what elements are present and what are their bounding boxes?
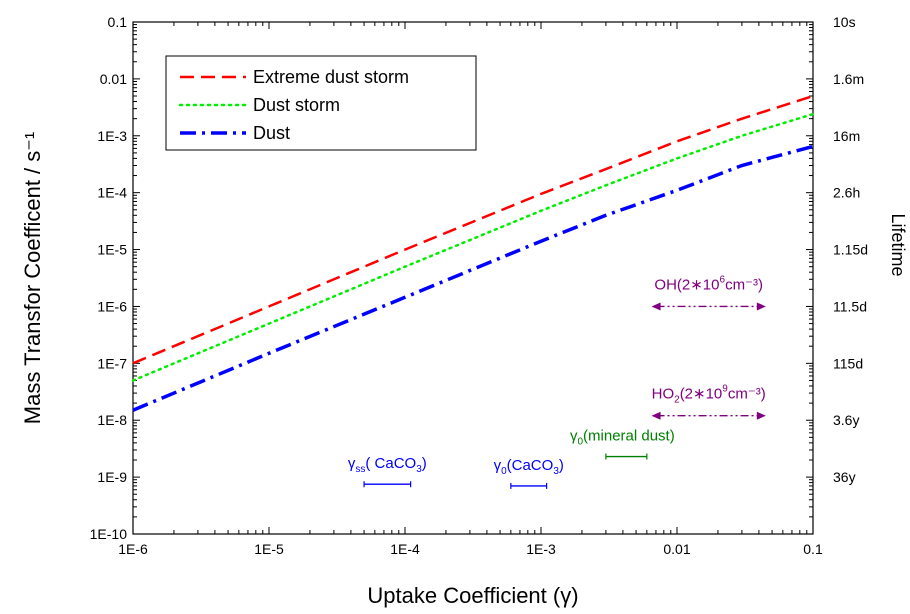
y2-tick-label: 2.6h xyxy=(833,185,860,201)
series-lines xyxy=(131,94,815,412)
annotation-label: γss( CaCO3) xyxy=(348,455,427,475)
annotations: OH(2∗106cm⁻³) HO2(2∗109cm⁻³) γss( CaCO3) γ0… xyxy=(348,274,766,489)
arrow-head xyxy=(651,302,661,311)
arrow-head xyxy=(756,411,766,420)
series-line xyxy=(132,94,814,365)
arrow-head xyxy=(756,302,766,311)
y2-tick-label: 16m xyxy=(833,128,860,144)
y2-tick-label: 11.5d xyxy=(833,298,867,314)
annotation-label: HO2(2∗109cm⁻³) xyxy=(652,384,766,406)
annotation-label: OH(2∗106cm⁻³) xyxy=(654,274,763,293)
y-tick-label: 0.01 xyxy=(100,71,127,87)
y-tick-label: 1E-5 xyxy=(97,242,127,258)
legend: Extreme dust storm Dust storm Dust xyxy=(165,55,477,151)
y2-tick-label: 3.6y xyxy=(833,412,859,428)
annotation-label: γ0(mineral dust) xyxy=(570,428,675,448)
y2-tick-label: 36y xyxy=(833,469,856,485)
y2-tick-label: 10s xyxy=(833,14,856,30)
tick-marks xyxy=(132,21,814,535)
y-tick-label: 1E-7 xyxy=(97,355,127,371)
y-tick-label: 1E-8 xyxy=(97,412,127,428)
x-tick-labels: 1E-6 1E-5 1E-4 1E-3 0.01 0.1 xyxy=(118,541,823,557)
legend-label: Dust storm xyxy=(253,95,340,115)
y2-axis-title: Lifetime xyxy=(888,213,908,276)
x-tick-label: 1E-6 xyxy=(118,541,148,557)
y-tick-label: 1E-3 xyxy=(97,128,127,144)
x-tick-label: 1E-3 xyxy=(526,541,556,557)
y2-tick-label: 1.6m xyxy=(833,71,864,87)
y-axis-title: Mass Transfor Coefficent / s⁻¹ xyxy=(20,132,45,424)
x-tick-label: 0.01 xyxy=(663,541,690,557)
y-tick-label: 1E-4 xyxy=(97,185,127,201)
y2-tick-labels: 10s 1.6m 16m 2.6h 1.15d 11.5d 115d 3.6y 36y xyxy=(833,14,868,485)
series-line xyxy=(132,144,814,412)
x-tick-label: 1E-5 xyxy=(254,541,284,557)
legend-label: Dust xyxy=(253,123,290,143)
x-tick-label: 0.1 xyxy=(803,541,823,557)
plot-frame xyxy=(132,21,814,535)
x-tick-label: 1E-4 xyxy=(390,541,420,557)
series-line xyxy=(131,112,815,382)
legend-label: Extreme dust storm xyxy=(253,67,409,87)
y-tick-labels: 0.1 0.01 1E-3 1E-4 1E-5 1E-6 1E-7 1E-8 1E-9 1E-10 xyxy=(90,14,128,542)
y2-tick-label: 115d xyxy=(833,355,863,371)
x-axis-title: Uptake Coefficient (γ) xyxy=(367,583,578,608)
arrow-head xyxy=(651,411,661,420)
y-tick-label: 1E-10 xyxy=(90,526,128,542)
y-tick-label: 1E-9 xyxy=(97,469,127,485)
annotation-label: γ0(CaCO3) xyxy=(494,457,564,477)
y-tick-label: 1E-6 xyxy=(97,298,127,314)
y2-tick-label: 1.15d xyxy=(833,242,868,258)
y-tick-label: 0.1 xyxy=(108,14,128,30)
